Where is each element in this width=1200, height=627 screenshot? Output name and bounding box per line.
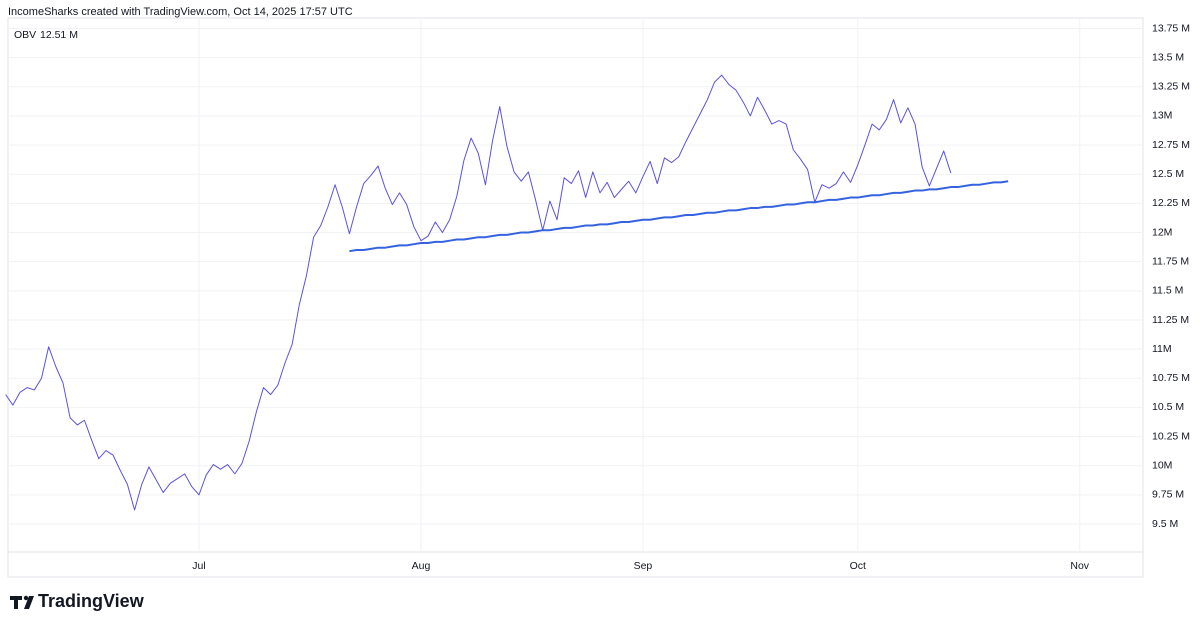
y-tick-label: 10.5 M [1152, 401, 1184, 413]
logo-mark [23, 595, 29, 601]
y-tick-label: 11.75 M [1152, 255, 1189, 267]
y-tick-label: 9.75 M [1152, 489, 1184, 501]
logo [10, 595, 34, 609]
y-tick-label: 12.5 M [1152, 168, 1184, 180]
y-tick-label: 11.5 M [1152, 285, 1183, 297]
y-tick-label: 11M [1152, 343, 1172, 355]
logo-mark [24, 596, 34, 609]
trend-line [349, 180, 1009, 253]
x-tick-label: Jul [192, 560, 205, 572]
y-tick-label: 13.75 M [1152, 22, 1190, 34]
y-tick-label: 13.25 M [1152, 81, 1190, 93]
y-tick-label: 12.25 M [1152, 197, 1190, 209]
y-tick-label: 10.75 M [1152, 372, 1190, 384]
y-tick-label: 10M [1152, 460, 1172, 472]
data-line [5, 74, 952, 511]
plot [5, 74, 1009, 511]
y-tick-label: 9.5 M [1152, 518, 1178, 530]
y-tick-label: 12.75 M [1152, 139, 1190, 151]
pane-frame [7, 17, 1144, 578]
y-tick-label: 12M [1152, 226, 1172, 238]
logo-text: TradingView [38, 591, 145, 611]
grid [8, 18, 1143, 552]
x-tick-label: Oct [850, 560, 866, 572]
y-tick-label: 13M [1152, 110, 1172, 122]
y-tick-label: 11.25 M [1152, 314, 1189, 326]
y-tick-label: 13.5 M [1152, 51, 1184, 63]
legend-value: 12.51 M [40, 29, 78, 41]
legend-name: OBV [14, 29, 36, 41]
logo-mark [10, 596, 22, 609]
x-tick-label: Nov [1070, 560, 1089, 572]
x-tick-label: Sep [634, 560, 653, 572]
y-tick-label: 10.25 M [1152, 430, 1190, 442]
chart-title: IncomeSharks created with TradingView.co… [8, 6, 353, 18]
x-tick-label: Aug [412, 560, 431, 572]
